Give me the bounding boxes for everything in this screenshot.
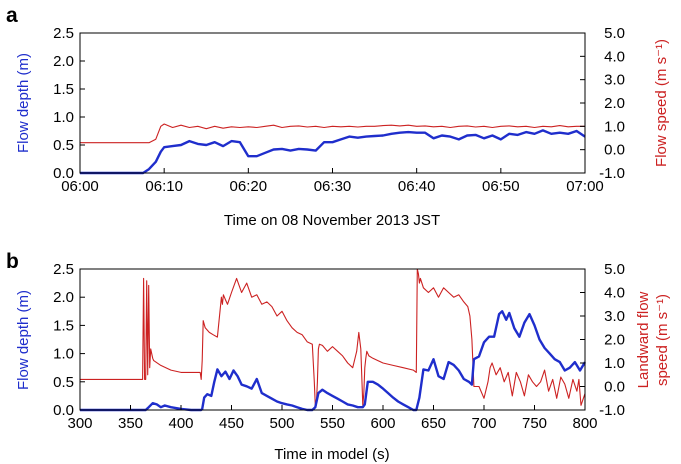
panel-a-x-axis-label: Time on 08 November 2013 JST bbox=[224, 212, 440, 229]
panel-b-left-tick-label: 0.0 bbox=[53, 402, 74, 419]
panel-b-left-tick-label: 1.0 bbox=[53, 346, 74, 363]
panel-a-x-ticks: 06:00 06:10 06:20 06:30 06:40 06:50 07:00 bbox=[61, 168, 604, 195]
panel-a-right-tick-label: 3.0 bbox=[604, 72, 625, 89]
panel-a-right-tick-label: 0.0 bbox=[604, 142, 625, 159]
panel-b-right-tick-label: 4.0 bbox=[604, 285, 625, 302]
panel-a-frame bbox=[79, 32, 586, 174]
panel-b-x-ticks: 300 350 400 450 500 550 600 650 700 750 800 bbox=[67, 405, 598, 432]
panel-b-left-ticks: 0.0 0.5 1.0 1.5 2.0 2.5 bbox=[53, 261, 85, 419]
panel-a-right-ticks: -1.0 0.0 1.0 2.0 3.0 4.0 5.0 bbox=[580, 25, 625, 182]
panel-a-left-tick-label: 2.0 bbox=[53, 53, 74, 70]
panel-b-x-tick-label: 300 bbox=[67, 415, 92, 432]
panel-b-x-tick-label: 500 bbox=[269, 415, 294, 432]
panel-b-letter: b bbox=[6, 250, 19, 273]
panel-a-x-tick-label: 06:10 bbox=[145, 178, 183, 195]
panel-a-flow-speed-line bbox=[80, 123, 585, 144]
panel-a-right-tick-label: 2.0 bbox=[604, 95, 625, 112]
panel-a-right-tick-label: -1.0 bbox=[599, 165, 625, 182]
panel-a-x-tick-label: 06:20 bbox=[230, 178, 268, 195]
panel-b-left-tick-label: 0.5 bbox=[53, 374, 74, 391]
panel-b-x-tick-label: 800 bbox=[572, 415, 597, 432]
panel-a-left-tick-label: 2.5 bbox=[53, 25, 74, 42]
panel-b-right-tick-label: 5.0 bbox=[604, 261, 625, 278]
panel-a-left-axis-label: Flow depth (m) bbox=[15, 53, 32, 153]
panel-b-x-tick-label: 450 bbox=[219, 415, 244, 432]
panel-a-left-tick-label: 1.0 bbox=[53, 109, 74, 126]
panel-b-x-axis-label: Time in model (s) bbox=[274, 446, 389, 463]
panel-a-right-tick-label: 5.0 bbox=[604, 25, 625, 42]
panel-b-right-tick-label: 1.0 bbox=[604, 355, 625, 372]
panel-b-left-tick-label: 2.5 bbox=[53, 261, 74, 278]
panel-b-x-tick-label: 600 bbox=[370, 415, 395, 432]
panel-b-left-tick-label: 2.0 bbox=[53, 289, 74, 306]
panel-b-x-tick-label: 550 bbox=[320, 415, 345, 432]
panel-a-left-tick-label: 0.5 bbox=[53, 137, 74, 154]
panel-b-right-axis-label-line2: speed (m s⁻¹) bbox=[654, 294, 671, 386]
panel-a-left-tick-label: 1.5 bbox=[53, 81, 74, 98]
panel-b-left-tick-label: 1.5 bbox=[53, 317, 74, 334]
panel-a-x-tick-label: 06:40 bbox=[398, 178, 436, 195]
panel-a-series bbox=[80, 123, 586, 175]
panel-b-right-axis-label-line1: Landward flow bbox=[635, 291, 652, 388]
panel-a: 06:00 06:10 06:20 06:30 06:40 06:50 07:00 0.00… bbox=[15, 25, 670, 229]
panel-b-x-tick-label: 700 bbox=[471, 415, 496, 432]
panel-b-right-tick-label: 0.0 bbox=[604, 379, 625, 396]
panel-b-series bbox=[80, 268, 587, 412]
panel-b-x-tick-label: 750 bbox=[522, 415, 547, 432]
panel-a-right-tick-label: 1.0 bbox=[604, 118, 625, 135]
panel-a-x-tick-label: 06:00 bbox=[61, 178, 99, 195]
panel-b-x-tick-label: 650 bbox=[421, 415, 446, 432]
panel-a-right-axis-label: Flow speed (m s⁻¹) bbox=[653, 39, 670, 167]
panel-b-right-tick-label: -1.0 bbox=[599, 402, 625, 419]
panel-b-x-tick-label: 400 bbox=[168, 415, 193, 432]
panel-a-left-tick-label: 0.0 bbox=[53, 165, 74, 182]
panel-a-right-tick-label: 4.0 bbox=[604, 48, 625, 65]
panel-b-frame bbox=[79, 268, 586, 411]
panel-a-flow-depth-line bbox=[80, 129, 586, 175]
panel-a-x-tick-label: 07:00 bbox=[566, 178, 604, 195]
panel-b-right-tick-label: 3.0 bbox=[604, 308, 625, 325]
panel-a-left-ticks: 0.0 0.5 1.0 1.5 2.0 2.5 bbox=[53, 25, 85, 182]
panel-a-x-tick-label: 06:50 bbox=[482, 178, 520, 195]
panel-b: 300 350 400 450 500 550 600 650 700 750 800 0.0 0.5… bbox=[15, 261, 671, 463]
panel-b-left-axis-label: Flow depth (m) bbox=[15, 290, 32, 390]
panel-a-letter: a bbox=[6, 4, 18, 27]
panel-a-x-tick-label: 06:30 bbox=[314, 178, 352, 195]
panel-b-flow-speed-line bbox=[80, 268, 586, 406]
panel-b-x-tick-label: 350 bbox=[118, 415, 143, 432]
panel-b-right-tick-label: 2.0 bbox=[604, 332, 625, 349]
panel-b-flow-depth-line bbox=[80, 310, 587, 412]
panel-b-right-ticks: -1.0 0.0 1.0 2.0 3.0 4.0 5.0 bbox=[580, 261, 625, 419]
